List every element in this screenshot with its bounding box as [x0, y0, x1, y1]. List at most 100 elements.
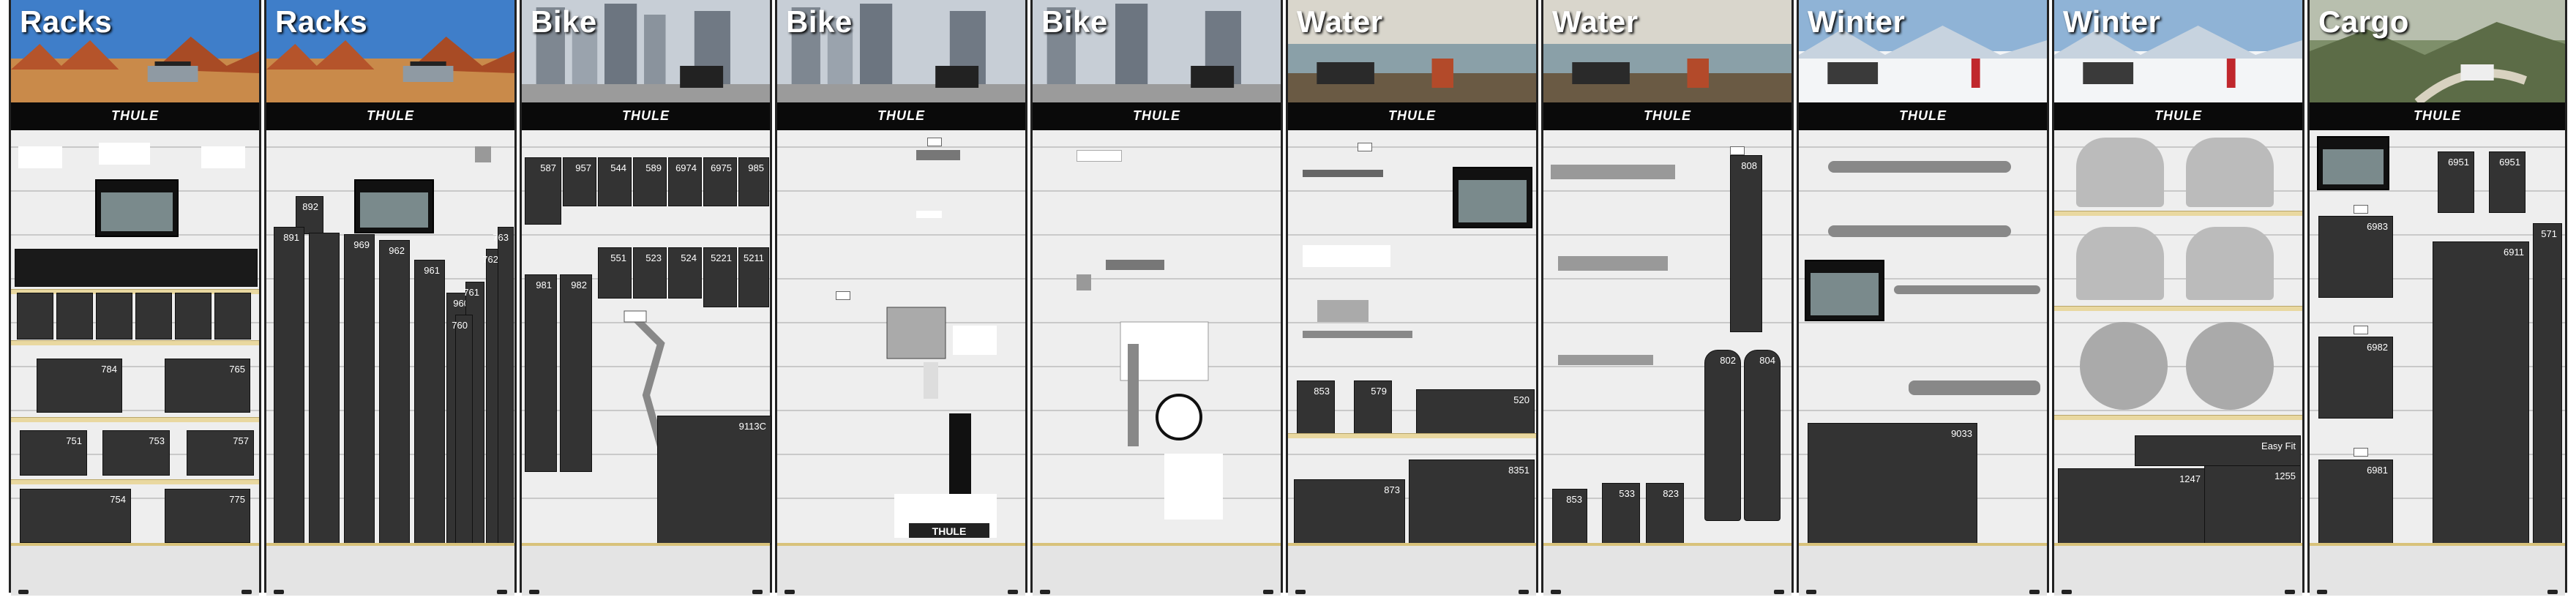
package: 891: [274, 227, 304, 544]
snow-scene-image: [1799, 0, 2047, 102]
sku-label: 753: [149, 435, 165, 446]
sku-label: 523: [645, 252, 662, 263]
snow-chain-pack: [2076, 227, 2164, 300]
package: 873: [1294, 479, 1405, 544]
brand-bar: THULE: [266, 102, 514, 130]
bay-water-2: Water THULE 808 802 804 853 533 823: [1541, 0, 1794, 596]
sku-label: 6951: [2448, 157, 2469, 168]
sku-label: 6983: [2367, 221, 2388, 232]
display-base: [522, 543, 770, 596]
bay-title: Bike: [531, 4, 597, 39]
package: 757: [187, 430, 254, 476]
sku-label: 823: [1663, 488, 1679, 499]
sku-label: 533: [1619, 488, 1635, 499]
watersport-part: [1317, 300, 1368, 322]
sku-label: 961: [424, 265, 440, 276]
package: 775: [165, 489, 250, 543]
package: [135, 293, 172, 340]
sku-label: Easy Fit: [2261, 440, 2296, 451]
sku-label: 520: [1513, 394, 1530, 405]
bay-header: Bike: [777, 0, 1025, 104]
brand-logo: THULE: [1899, 108, 1947, 123]
sku-label: 981: [536, 280, 552, 290]
bay-header: Water: [1543, 0, 1791, 104]
sku-label: 9113C: [738, 421, 766, 432]
sku-label: 6975: [711, 162, 732, 173]
watersport-part: [1303, 245, 1390, 267]
display-base: [1543, 543, 1791, 596]
sku-label: 1255: [2274, 470, 2296, 481]
shelf: [1288, 433, 1536, 438]
bay-header: Bike: [1033, 0, 1281, 104]
display-base: [1033, 543, 1281, 596]
package: 6982: [2318, 337, 2393, 419]
brand-bar: THULE: [2310, 102, 2565, 130]
package: 520: [1416, 389, 1535, 435]
watersport-part: [1303, 170, 1383, 177]
bay-winter-2: Winter THULE Easy Fit 1247 1255: [2052, 0, 2304, 596]
package: 985: [738, 157, 769, 206]
brand-bar: THULE: [11, 102, 259, 130]
package: 589: [633, 157, 667, 206]
ski-carrier: [1828, 225, 2011, 237]
package: 6975: [703, 157, 737, 206]
package: 969: [344, 234, 375, 544]
package: 1247: [2058, 468, 2206, 544]
sku-label: 571: [2541, 228, 2557, 239]
desert-scene-image: [266, 0, 514, 102]
bay-title: Winter: [2063, 4, 2161, 39]
package: 5211: [738, 247, 769, 307]
display-base: [1799, 543, 2047, 596]
package: 524: [668, 247, 702, 299]
brand-bar: THULE: [2054, 102, 2302, 130]
brand-logo: THULE: [111, 108, 159, 123]
package: 802: [1704, 350, 1741, 521]
shelf: [2054, 211, 2302, 216]
bike-carrier-display: [1120, 321, 1223, 520]
package: 823: [1646, 483, 1684, 544]
package: 587: [525, 157, 561, 225]
sku-label: 579: [1371, 386, 1387, 397]
sku-label: 1247: [2179, 473, 2201, 484]
sku-label: 587: [540, 162, 556, 173]
package: 5221: [703, 247, 737, 307]
package: 6951: [2489, 151, 2526, 213]
package: [309, 233, 340, 544]
shelf: [11, 340, 259, 345]
sku-label: 761: [463, 287, 479, 298]
package: 962: [379, 240, 410, 544]
ski-carrier: [1909, 380, 2040, 395]
sku-label: 551: [610, 252, 626, 263]
package: 853: [1297, 380, 1335, 435]
display-base: [1288, 543, 1536, 596]
peg-hook: [2354, 448, 2368, 457]
bay-racks-2: Racks THULE 892 891 969 962 961 960 761 …: [264, 0, 517, 596]
bay-title: Bike: [786, 4, 853, 39]
sku-label: 969: [353, 239, 370, 250]
peg-hook: [836, 291, 850, 300]
sku-label: 5221: [711, 252, 732, 263]
display-base: [11, 543, 259, 596]
brand-logo: THULE: [877, 108, 925, 123]
promo-poster: [2317, 136, 2389, 190]
sku-label: 873: [1384, 484, 1400, 495]
package: 784: [37, 359, 122, 413]
kayak-carrier: [1558, 256, 1668, 271]
promo-poster: [1453, 167, 1532, 228]
sku-label: 775: [229, 494, 245, 505]
bay-cargo: Cargo THULE 6951 6951 6983 6911 571 6982…: [2307, 0, 2567, 596]
sku-label: 853: [1566, 494, 1582, 505]
coast-scene-image: [1543, 0, 1791, 102]
rack-part: [18, 146, 62, 168]
bike-part: [1106, 260, 1164, 270]
sku-label: 5211: [744, 252, 764, 263]
city-scene-image: [522, 0, 770, 102]
thule-logo: THULE: [932, 525, 967, 537]
shelf: [11, 479, 259, 484]
bay-header: Winter: [2054, 0, 2302, 104]
sku-label: 962: [389, 245, 405, 256]
package: 523: [633, 247, 667, 299]
snow-chain-pack: [2186, 138, 2274, 207]
package: 1255: [2204, 465, 2301, 544]
bay-bike-2: Bike THULE THULE: [775, 0, 1027, 596]
